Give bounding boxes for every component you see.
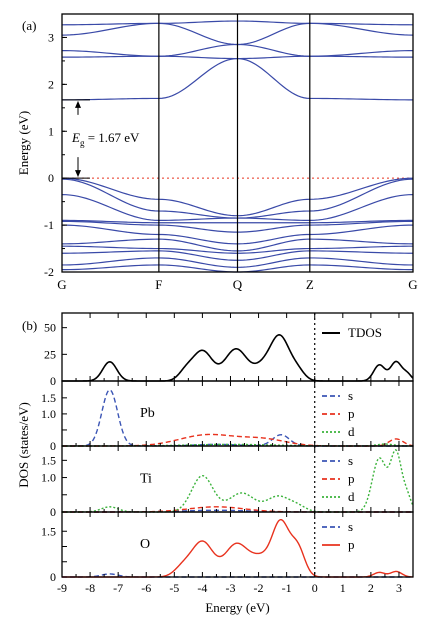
legend-label-s: s [348, 388, 353, 403]
gap-arrow-down-head [75, 170, 81, 178]
kpoint-label: Z [306, 277, 314, 292]
dos-curve-Ti-d [62, 449, 414, 513]
dos-x-tick-label: -6 [141, 581, 151, 595]
y-tick-label-a: -1 [44, 218, 54, 232]
dos-curve-O-p [62, 518, 414, 578]
dos-panel-frame [61, 445, 414, 513]
dos-x-tick-label: -2 [254, 581, 264, 595]
dos-y-tick-label: 1.5 [41, 391, 56, 405]
y-axis-label-a: Energy (eV) [16, 111, 31, 175]
dos-panel-frame [61, 511, 414, 578]
dos-x-tick-label: -7 [113, 581, 123, 595]
panel-a-label: (a) [22, 18, 36, 33]
dos-y-tick-label: 1.0 [41, 407, 56, 421]
dos-curve-Pb-p [62, 433, 414, 447]
legend-label-s: s [348, 453, 353, 468]
kpoint-label: G [408, 277, 417, 292]
legend-label-s: s [348, 519, 353, 534]
dos-y-tick-label: 0 [50, 505, 56, 519]
y-axis-label-b: DOS (states/eV) [16, 402, 31, 488]
y-tick-label-a: 0 [48, 171, 54, 185]
y-tick-label-a: 2 [48, 77, 54, 91]
dos-x-tick-label: 2 [368, 581, 374, 595]
dos-y-tick-label: 0 [50, 439, 56, 453]
dos-element-label: Pb [140, 406, 155, 421]
dos-y-tick-label: 0 [50, 374, 56, 388]
dos-x-tick-label: -5 [169, 581, 179, 595]
gap-label: Eg = 1.67 eV [71, 130, 140, 148]
legend-label-TDOS: TDOS [348, 325, 382, 340]
y-tick-label-a: 3 [48, 30, 54, 44]
dos-x-tick-label: -9 [57, 581, 67, 595]
panel-a-frame [61, 13, 414, 273]
dos-x-tick-label: 1 [340, 581, 346, 595]
dos-panel-frame [61, 312, 414, 382]
dos-x-tick-label: 0 [312, 581, 318, 595]
legend-label-d: d [348, 489, 355, 504]
dos-y-tick-label: 0 [50, 570, 56, 584]
dos-x-tick-label: -1 [282, 581, 292, 595]
panel-b-label: (b) [22, 318, 37, 333]
dos-x-tick-label: -8 [85, 581, 95, 595]
dos-x-tick-label: -3 [225, 581, 235, 595]
dos-y-tick-label: 1.0 [41, 471, 56, 485]
dos-y-tick-label: 1.5 [41, 524, 56, 538]
kpoint-label: F [155, 277, 162, 292]
dos-y-tick-label: 50 [44, 321, 56, 335]
dos-y-tick-label: 25 [44, 347, 56, 361]
dos-element-label: Ti [140, 471, 152, 486]
dos-y-tick-label: 1.5 [41, 453, 56, 467]
x-axis-label-b: Energy (eV) [205, 600, 269, 615]
legend-label-p: p [348, 537, 355, 552]
dos-x-tick-label: 3 [396, 581, 402, 595]
y-tick-label-a: 1 [48, 124, 54, 138]
legend-label-p: p [348, 471, 355, 486]
dos-element-label: O [140, 537, 150, 552]
gap-arrow-up-head [75, 100, 81, 108]
dos-x-tick-label: -4 [197, 581, 207, 595]
y-tick-label-a: -2 [44, 265, 54, 279]
dos-curve-total-TDOS [62, 334, 414, 382]
legend-label-p: p [348, 406, 355, 421]
kpoint-label: Q [233, 277, 243, 292]
legend-label-d: d [348, 424, 355, 439]
kpoint-label: G [57, 277, 66, 292]
dos-curve-Pb-s [62, 389, 413, 447]
